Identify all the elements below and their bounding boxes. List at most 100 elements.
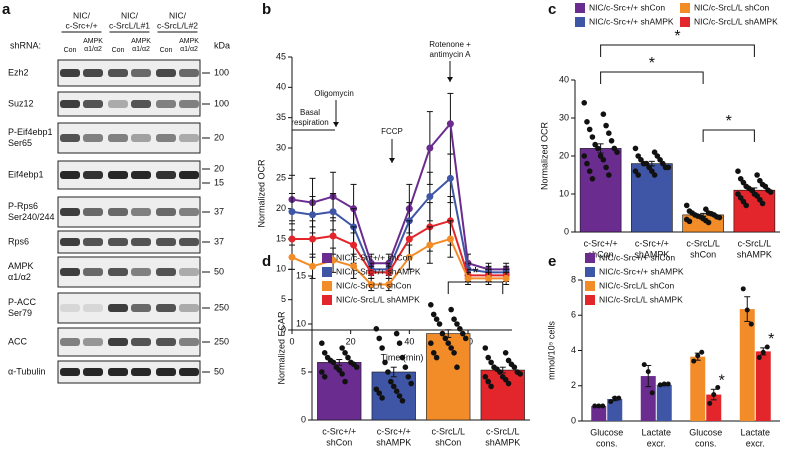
dot: [616, 395, 622, 401]
marker-label: 37: [214, 236, 224, 246]
blot-band: [83, 69, 103, 77]
point: [426, 144, 434, 152]
y-axis-label: mmol/10⁵ cells: [546, 321, 556, 380]
bar: [640, 376, 656, 421]
blot-band: [83, 134, 103, 142]
y-tick-label: 0: [571, 415, 576, 425]
dot: [393, 330, 400, 337]
group-label: NIC/: [121, 10, 139, 20]
blot-band: [179, 304, 199, 312]
point: [309, 262, 317, 270]
dot: [319, 340, 325, 347]
dot: [379, 345, 385, 351]
blot-band: [60, 69, 80, 77]
annotation: antimycin A: [430, 50, 472, 59]
marker-label: 50: [214, 266, 224, 276]
x-tick-label: Glucose: [689, 427, 722, 437]
blot-frame: [57, 360, 201, 384]
x-tick-label: 0: [289, 336, 294, 346]
dot: [485, 354, 492, 361]
significance-bracket: [702, 129, 755, 142]
blot-band: [179, 69, 199, 77]
dot: [603, 122, 609, 129]
y-tick-label: 4: [571, 345, 576, 355]
dot: [600, 157, 607, 163]
blot-band: [108, 208, 128, 216]
dot: [373, 386, 380, 393]
marker-label: 37: [214, 206, 224, 216]
legend-label: NIC/c-Src+/+ shCon: [599, 252, 675, 262]
line: [291, 121, 507, 271]
lane-label: AMPK: [131, 38, 151, 45]
panel-label: a: [2, 1, 11, 18]
panel-label: e: [548, 253, 556, 270]
x-tick-label: Lactate: [641, 427, 671, 437]
dot: [399, 398, 406, 404]
x-tick-label: 40: [404, 336, 414, 346]
point: [485, 274, 493, 282]
group-label: NIC/: [169, 10, 187, 20]
blot-band: [179, 338, 199, 346]
row-label: Eif4ebp1: [8, 169, 44, 179]
dot: [665, 381, 671, 387]
dot: [457, 326, 463, 332]
dot: [485, 378, 492, 385]
blot-frame: [57, 196, 201, 228]
x-tick-label: excr.: [647, 438, 666, 448]
dot: [388, 378, 394, 385]
marker-label: 15: [214, 177, 224, 187]
significance-label: *: [649, 55, 655, 72]
dot: [600, 403, 606, 409]
dot: [454, 364, 460, 371]
dot: [430, 311, 437, 318]
dot: [342, 378, 348, 385]
row-label: Ser65: [8, 138, 32, 148]
arrow-head: [447, 77, 453, 82]
blot-band: [60, 304, 80, 312]
dot: [321, 350, 328, 356]
marker-label: 50: [214, 366, 224, 376]
blot-band: [179, 368, 199, 376]
y-tick-label: 15: [296, 270, 306, 280]
dot: [505, 380, 512, 387]
blot-band: [156, 238, 176, 246]
blot-band: [60, 268, 80, 276]
dot: [600, 111, 607, 117]
x-tick-label: c-SrcL/L: [431, 426, 465, 436]
dot: [339, 371, 345, 377]
x-tick-label: shCon: [690, 249, 716, 259]
bar: [690, 356, 706, 421]
blot-band: [83, 208, 103, 216]
lane-label: Con: [112, 47, 125, 54]
dot: [581, 153, 588, 159]
dot: [454, 321, 460, 327]
x-tick-label: c-Src+/+: [635, 238, 669, 248]
blot-band: [83, 268, 103, 276]
annotation: FCCP: [381, 127, 403, 136]
legend-swatch: [585, 281, 595, 291]
x-tick-label: shCon: [588, 249, 614, 259]
blot-band: [131, 338, 151, 346]
blot-band: [60, 368, 80, 376]
dot: [608, 399, 614, 405]
legend-label: NIC/c-Src+/+ shCon: [336, 252, 412, 262]
bar: [426, 333, 471, 421]
bar: [755, 351, 771, 421]
legend-swatch: [322, 253, 332, 263]
legend-label: NIC/c-SrcL/L shCon: [599, 280, 675, 290]
blot-band: [156, 134, 176, 142]
lane-label: AMPK: [83, 38, 103, 45]
y-tick-label: 25: [276, 173, 286, 183]
legend-swatch: [322, 281, 332, 291]
group-label: c-SrcL/L#2: [157, 20, 198, 30]
group-label: NIC/: [73, 10, 91, 20]
bar: [607, 398, 623, 421]
lane-label: α1/α2: [180, 46, 198, 53]
blot-band: [83, 304, 103, 312]
point: [350, 241, 358, 249]
x-tick-label: shAMPK: [634, 249, 669, 259]
y-tick-label: 40: [276, 82, 286, 92]
blot-band: [131, 134, 151, 142]
point: [502, 274, 510, 282]
dot: [488, 359, 494, 366]
